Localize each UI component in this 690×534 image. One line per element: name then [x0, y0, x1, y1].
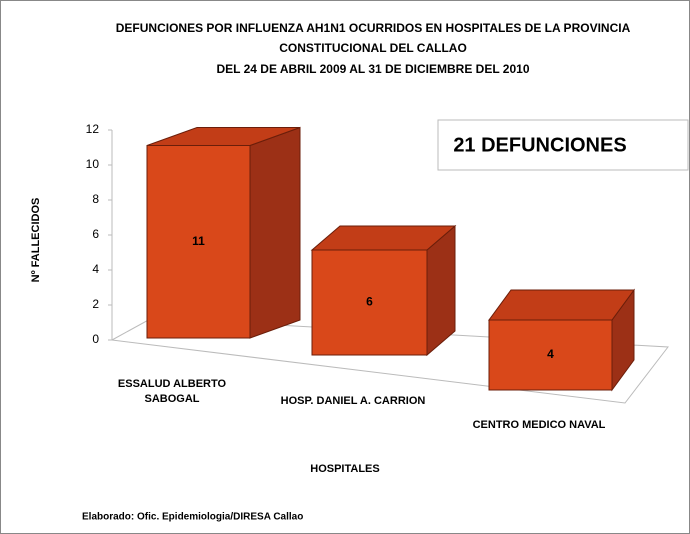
- x-axis-label: HOSPITALES: [310, 463, 379, 475]
- y-axis-label: Nº FALLECIDOS: [30, 198, 42, 283]
- title-line: CONSTITUCIONAL DEL CALLAO: [279, 41, 467, 55]
- data-label: 6: [366, 295, 373, 309]
- y-tick-label: 6: [92, 227, 99, 241]
- data-label: 4: [547, 347, 554, 361]
- x-tick-label: ESSALUD ALBERTO SABOGAL: [117, 378, 227, 405]
- title-line: DEFUNCIONES POR INFLUENZA AH1N1 OCURRIDO…: [116, 21, 631, 35]
- bar: [311, 249, 428, 356]
- bar-side: [249, 126, 301, 339]
- source: Elaborado: Ofic. Epidemiologia/DIRESA Ca…: [82, 512, 303, 523]
- y-tick-label: 0: [92, 332, 99, 346]
- y-tick-label: 8: [92, 192, 99, 206]
- x-tick-label: HOSP. DANIEL A. CARRION: [280, 395, 426, 407]
- data-label: 11: [192, 234, 205, 248]
- y-tick-label: 12: [86, 122, 100, 136]
- y-tick-label: 10: [86, 157, 100, 171]
- x-tick-label: CENTRO MEDICO NAVAL: [472, 419, 606, 431]
- title-line: DEL 24 DE ABRIL 2009 AL 31 DE DICIEMBRE …: [216, 62, 529, 76]
- annotation-box: [437, 119, 689, 171]
- y-tick-label: 2: [92, 297, 99, 311]
- bar: [146, 145, 251, 339]
- bar-top: [488, 289, 635, 321]
- bar: [488, 319, 613, 391]
- floor: [110, 317, 669, 404]
- y-tick-label: 4: [92, 262, 99, 276]
- annotation: 21 DEFUNCIONES: [453, 134, 626, 156]
